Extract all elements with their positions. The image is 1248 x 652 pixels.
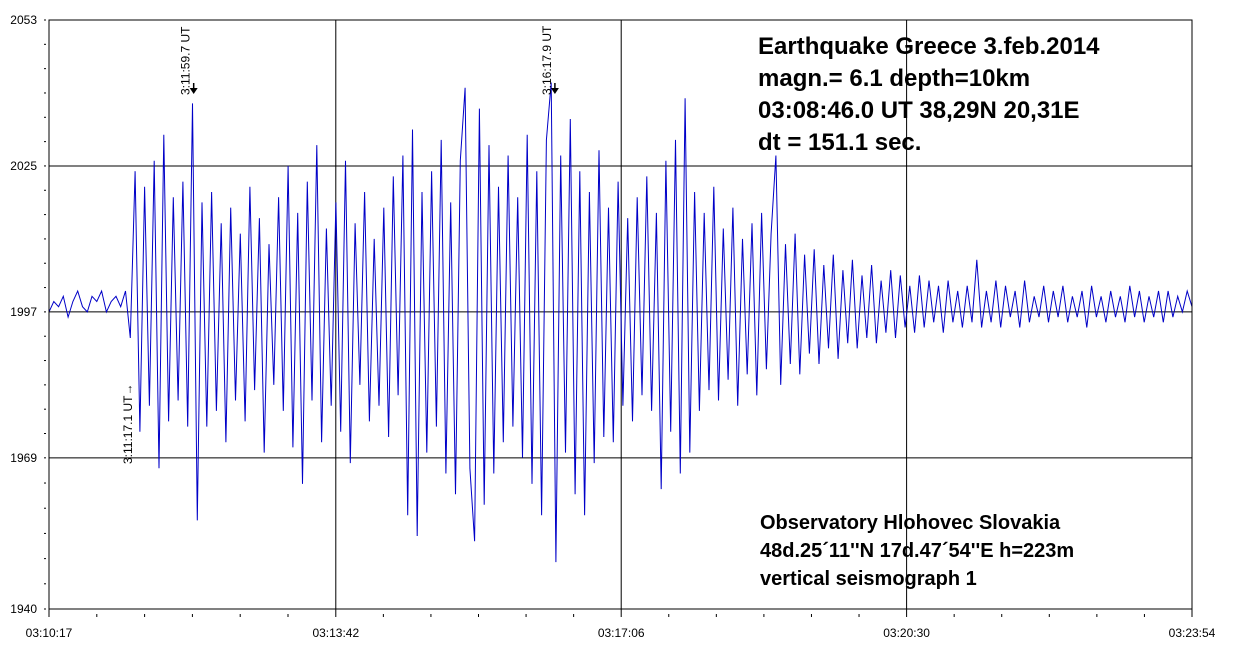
plot-frame <box>48 19 1193 610</box>
info-dt: dt = 151.1 sec. <box>758 129 921 156</box>
arrow-down-icon <box>550 88 559 94</box>
onset-marker-label: 3:11:17.1 UT→ <box>121 384 135 464</box>
info-instrument: vertical seismograph 1 <box>760 568 977 590</box>
info-title: Earthquake Greece 3.feb.2014 <box>758 33 1100 60</box>
annotations: 3:11:59.7 UT 3:16:17.9 UT 3:11:17.1 UT→ <box>121 25 559 464</box>
info-observatory: Observatory Hlohovec Slovakia <box>760 512 1061 534</box>
y-tick-label: 1969 <box>10 451 37 465</box>
x-tick-label: 03:13:42 <box>312 626 359 640</box>
y-tick-label: 2025 <box>10 159 37 173</box>
x-tick-label: 03:20:30 <box>883 626 930 640</box>
x-tick-label: 03:17:06 <box>598 626 645 640</box>
time-marker: 3:16:17.9 UT <box>540 25 559 95</box>
y-tick-label: 1940 <box>10 602 37 616</box>
x-tick-label: 03:23:54 <box>1169 626 1216 640</box>
info-coordinates: 48d.25´11''N 17d.47´54''E h=223m <box>760 540 1074 562</box>
time-marker-label: 3:16:17.9 UT <box>540 25 554 95</box>
time-marker-label: 3:11:59.7 UT <box>179 26 193 95</box>
y-tick-label: 1997 <box>10 305 37 319</box>
axis-ticks: 2053 2025 1997 1969 1940 03:10:17 03:13:42 03:1… <box>10 13 1215 640</box>
arrow-down-icon <box>189 88 198 94</box>
x-tick-label: 03:10:17 <box>26 626 73 640</box>
info-origin: 03:08:46.0 UT 38,29N 20,31E <box>758 97 1080 124</box>
info-magnitude: magn.= 6.1 depth=10km <box>758 65 1030 92</box>
time-marker: 3:11:59.7 UT <box>179 26 198 95</box>
seismogram-trace <box>48 82 1193 563</box>
y-tick-label: 2053 <box>10 13 37 27</box>
